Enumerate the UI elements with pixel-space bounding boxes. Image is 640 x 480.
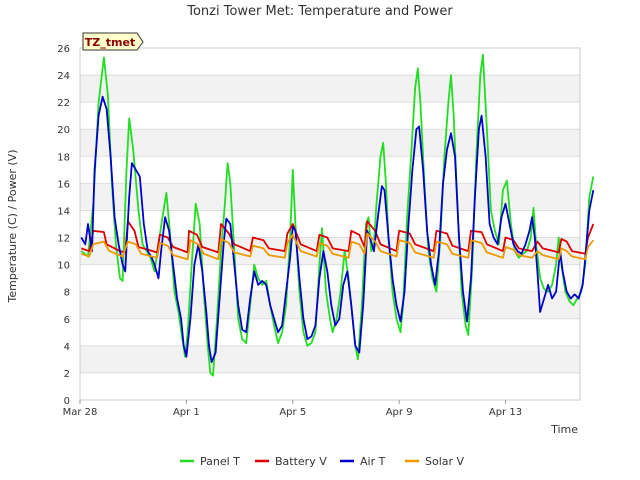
x-tick-label: Apr 13 — [489, 407, 522, 418]
x-tick-label: Apr 1 — [173, 407, 200, 418]
y-tick-label: 18 — [57, 152, 70, 163]
x-tick-label: Apr 5 — [279, 407, 306, 418]
legend-label-air-t: Air T — [360, 455, 386, 468]
chart-title: Tonzi Tower Met: Temperature and Power — [186, 4, 453, 19]
legend-label-panel-t: Panel T — [200, 455, 240, 468]
station-badge: TZ_tmet — [82, 32, 144, 51]
legend: Panel T Battery V Air T Solar V — [180, 455, 465, 468]
y-tick-label: 26 — [57, 44, 70, 55]
plot-band — [80, 183, 580, 211]
y-tick-label: 4 — [64, 342, 70, 353]
series-line-panel-t — [80, 53, 595, 377]
legend-label-solar-v: Solar V — [425, 455, 465, 468]
x-axis-label: Time — [550, 423, 578, 436]
y-tick-label: 12 — [57, 234, 70, 245]
plot-band — [80, 75, 580, 103]
badge-label: TZ_tmet — [85, 36, 135, 49]
y-tick-label: 20 — [57, 125, 70, 136]
y-tick-label: 22 — [57, 98, 70, 109]
x-tick-label: Apr 9 — [386, 407, 413, 418]
y-tick-label: 10 — [57, 261, 70, 272]
legend-label-battery-v: Battery V — [275, 455, 327, 468]
plot-band — [80, 129, 580, 157]
x-tick-labels: Mar 28 Apr 1 Apr 5 Apr 9 Apr 13 — [63, 400, 522, 418]
y-tick-label: 14 — [57, 206, 70, 217]
y-tick-label: 0 — [64, 396, 70, 407]
series-lines — [80, 53, 595, 377]
series-line-air-t — [80, 95, 595, 363]
y-tick-label: 6 — [64, 315, 70, 326]
plot-frame — [79, 47, 581, 401]
y-tick-label: 24 — [57, 71, 70, 82]
y-tick-label: 8 — [64, 288, 70, 299]
x-tick-label: Mar 28 — [63, 407, 98, 418]
series-line-solar-v — [81, 232, 595, 261]
plot-bands — [80, 75, 580, 373]
y-axis-label: Temperature (C) / Power (V) — [6, 149, 19, 303]
y-tick-label: 16 — [57, 179, 70, 190]
plot-band — [80, 345, 580, 373]
badge-shape — [82, 32, 144, 51]
y-tick-label: 2 — [64, 369, 70, 380]
